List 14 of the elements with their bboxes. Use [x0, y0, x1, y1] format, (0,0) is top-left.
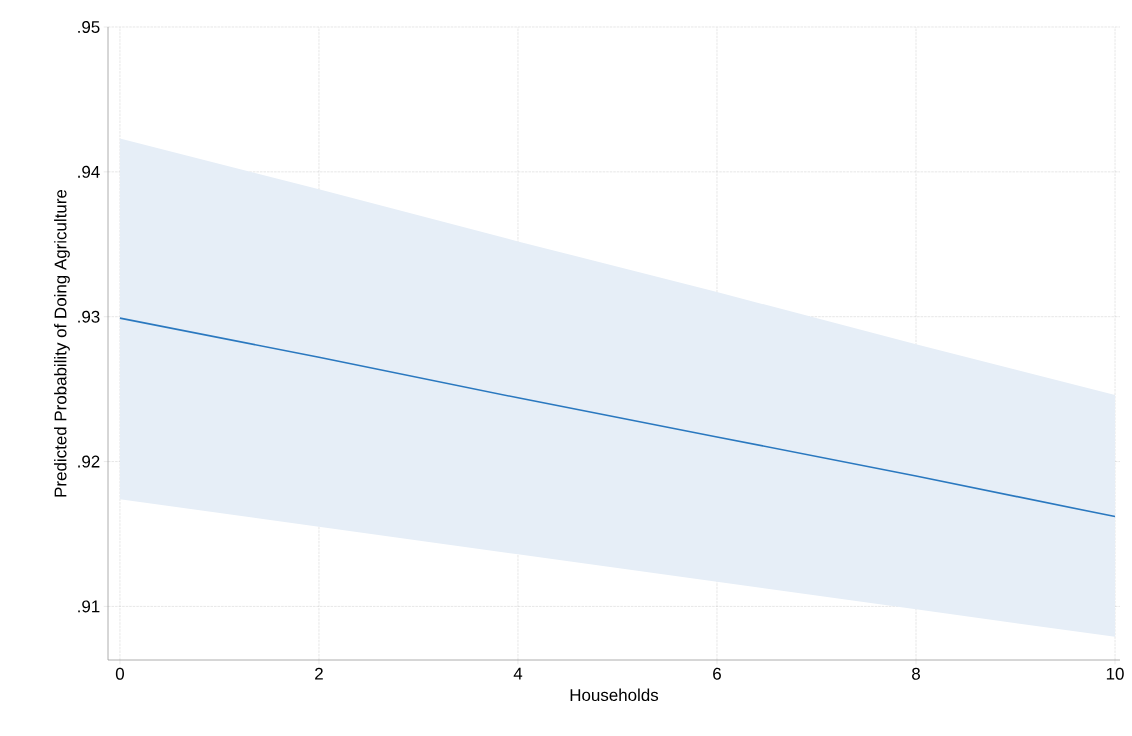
y-tick-label: .92	[78, 455, 100, 468]
x-tick-label: 2	[315, 667, 323, 680]
x-tick-label: 10	[1106, 667, 1124, 680]
y-tick-label: .91	[78, 600, 100, 613]
y-tick-label: .95	[78, 20, 100, 33]
x-tick-label: 6	[713, 667, 721, 680]
x-tick-label: 8	[912, 667, 920, 680]
y-axis-title: Predicted Probability of Doing Agriculture	[54, 189, 70, 497]
line-series	[119, 317, 1116, 518]
x-tick-label: 4	[513, 667, 523, 680]
y-tick-label: .93	[78, 310, 100, 323]
x-axis-title: Households	[570, 688, 659, 702]
y-tick-label: .94	[78, 165, 100, 178]
x-tick-label: 0	[115, 667, 124, 680]
